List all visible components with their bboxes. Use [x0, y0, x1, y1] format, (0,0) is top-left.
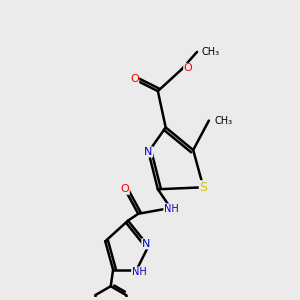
Text: CH₃: CH₃ [215, 116, 233, 126]
Text: N: N [144, 147, 153, 157]
Text: N: N [142, 239, 150, 249]
Text: O: O [130, 74, 139, 84]
Text: CH₃: CH₃ [202, 47, 220, 57]
Text: S: S [200, 181, 207, 194]
Text: NH: NH [132, 267, 146, 277]
Text: O: O [121, 184, 129, 194]
Text: NH: NH [164, 204, 178, 214]
Text: O: O [184, 63, 193, 73]
